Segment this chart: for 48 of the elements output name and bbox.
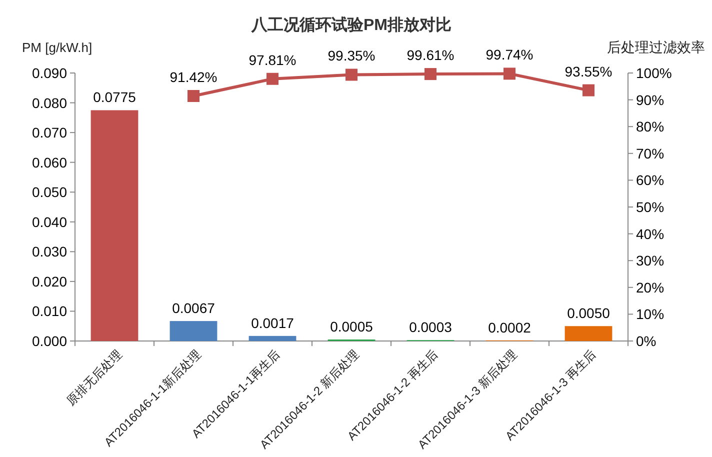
- point: [346, 68, 358, 81]
- point: [582, 84, 594, 96]
- bar: [564, 326, 612, 341]
- y2-tick-label: 20%: [636, 279, 664, 296]
- data-label: 0.0005: [330, 318, 374, 335]
- y-tick-label: 0.090: [32, 65, 68, 81]
- y-tick-label: 0.050: [32, 184, 68, 200]
- point: [424, 68, 436, 80]
- y2-tick-label: 100%: [636, 65, 672, 81]
- data-label: 99.74%: [486, 46, 534, 63]
- data-label: 0.0067: [172, 300, 216, 316]
- y2-tick-label: 70%: [636, 145, 664, 162]
- x-tick-label: 原排无后处理: [64, 347, 125, 408]
- bar: [170, 321, 218, 341]
- y2-axis-title: 后处理过滤效率: [607, 39, 705, 55]
- data-label: 0.0002: [488, 319, 532, 336]
- data-label: 0.0017: [251, 314, 294, 331]
- y-tick-label: 0.070: [32, 124, 68, 141]
- y-tick-label: 0.060: [32, 154, 68, 170]
- y-tick-label: 0.000: [32, 333, 68, 349]
- y2-tick-label: 30%: [636, 252, 664, 269]
- data-label: 91.42%: [170, 68, 218, 85]
- bar: [248, 336, 296, 341]
- data-label: 0.0050: [567, 305, 610, 322]
- y2-tick-label: 40%: [636, 226, 664, 242]
- y2-tick-label: 10%: [636, 306, 664, 322]
- y-tick-label: 0.030: [32, 244, 68, 260]
- y-axis-title: PM [g/kW.h]: [22, 40, 92, 55]
- data-label: 99.61%: [406, 47, 454, 64]
- y2-tick-label: 0%: [636, 333, 656, 349]
- y2-tick-label: 90%: [636, 92, 664, 108]
- y-tick-label: 0.080: [32, 94, 68, 111]
- y2-tick-label: 60%: [636, 172, 664, 188]
- data-label: 93.55%: [564, 63, 612, 80]
- y-tick-label: 0.040: [32, 214, 68, 230]
- data-label: 99.35%: [328, 48, 376, 64]
- y2-tick-label: 80%: [636, 118, 664, 135]
- data-label: 0.0003: [409, 319, 452, 336]
- point: [188, 90, 200, 102]
- bar: [90, 110, 138, 341]
- point: [266, 72, 278, 85]
- data-label: 97.81%: [248, 52, 296, 68]
- y-tick-label: 0.010: [32, 303, 68, 320]
- y2-tick-label: 50%: [636, 199, 664, 215]
- chart-title: 八工况循环试验PM排放对比: [250, 16, 452, 34]
- y-tick-label: 0.020: [32, 273, 68, 290]
- point: [504, 68, 516, 80]
- data-label: 0.0775: [93, 89, 136, 106]
